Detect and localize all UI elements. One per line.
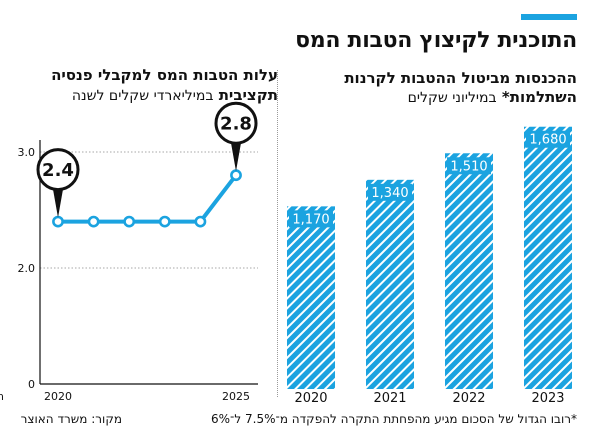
x-tick-label: 2020 xyxy=(44,390,72,403)
point-2023 xyxy=(158,215,171,228)
bar-2020 xyxy=(287,206,335,389)
footnote-source: מקור: משרד האוצר xyxy=(20,412,122,426)
callout-pointer xyxy=(52,183,64,218)
panel-divider xyxy=(277,70,278,397)
bar-category-label: 2021 xyxy=(373,391,406,406)
series-line xyxy=(58,173,238,224)
callout-label: 2.8 xyxy=(220,114,252,135)
bar-chart-title: ההכנסות מביטול ההטבות לקרנות xyxy=(344,69,577,87)
point-2022 xyxy=(123,215,136,228)
bar-chart-subtitle: במיליוני שקלים xyxy=(407,90,497,106)
accent-bar xyxy=(521,14,577,20)
y-tick-label: 2.0 xyxy=(18,262,36,275)
callout-pointer xyxy=(230,137,242,172)
bar-value-label: 1,340 xyxy=(371,186,408,201)
bar-category-label: 2020 xyxy=(294,391,327,406)
callout-bubble xyxy=(36,148,80,192)
bar-value-label: 1,680 xyxy=(529,133,566,148)
x-axis-note: תחזית xyxy=(0,390,4,403)
point-2020 xyxy=(52,215,64,228)
point-2021 xyxy=(87,215,100,228)
callout-label: 2.4 xyxy=(42,160,74,181)
bar-label-bg xyxy=(289,210,333,228)
x-tick-label: 2025 xyxy=(222,390,250,403)
bar-label-bg xyxy=(368,183,412,201)
bar-chart-title-line2: השתלמות* במיליוני שקלים xyxy=(407,88,577,106)
bar-value-label: 1,510 xyxy=(450,159,487,174)
y-tick-label: 0 xyxy=(28,378,35,391)
line-chart-title: עלות הטבות המס למקבלי פנסיה xyxy=(51,66,278,84)
bar-category-label: 2023 xyxy=(531,391,564,406)
point-2024 xyxy=(194,215,207,228)
bar-value-label: 1,170 xyxy=(292,212,329,227)
footnote-asterisk: *רובו הגדול של הסכום מגיע מהפחתת התקרה ל… xyxy=(210,412,577,426)
bar-category-label: 2022 xyxy=(452,391,485,406)
line-chart-title-line2: תקציבית במיליארדי שקלים לשנה xyxy=(71,86,278,104)
line-chart-subtitle: במיליארדי שקלים לשנה xyxy=(71,88,214,104)
bar-label-bg xyxy=(526,130,570,148)
page-title: התוכנית לקיצוץ הטבות המס xyxy=(295,28,577,53)
bar-2023 xyxy=(524,126,572,389)
bar-2022 xyxy=(445,153,493,389)
bar-label-bg xyxy=(447,157,491,175)
y-tick-label: 3.0 xyxy=(18,146,36,159)
bar-2021 xyxy=(366,179,414,389)
callout-bubble xyxy=(214,101,258,145)
point-2025 xyxy=(230,169,242,182)
